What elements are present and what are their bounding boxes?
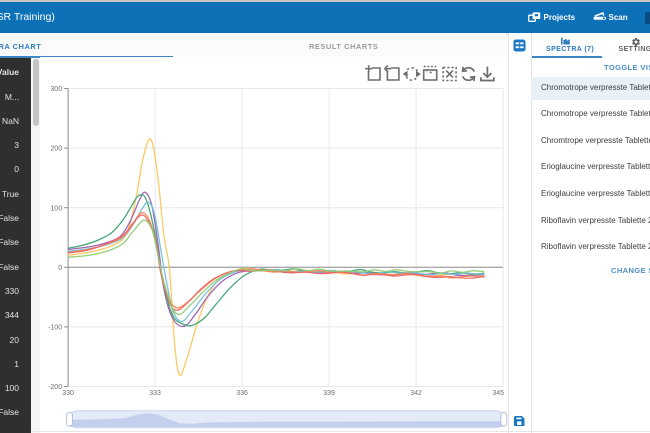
svg-text:-200: -200: [48, 384, 62, 391]
svg-text:330: 330: [62, 390, 74, 397]
svg-text:300: 300: [50, 86, 62, 93]
svg-text:0: 0: [58, 265, 62, 272]
svg-text:342: 342: [410, 390, 422, 397]
svg-text:200: 200: [50, 146, 62, 153]
svg-text:339: 339: [323, 390, 335, 397]
svg-text:345: 345: [492, 390, 504, 397]
svg-text:336: 336: [236, 390, 248, 397]
svg-text:333: 333: [149, 390, 161, 397]
svg-text:-100: -100: [48, 325, 62, 332]
svg-text:100: 100: [50, 205, 62, 212]
